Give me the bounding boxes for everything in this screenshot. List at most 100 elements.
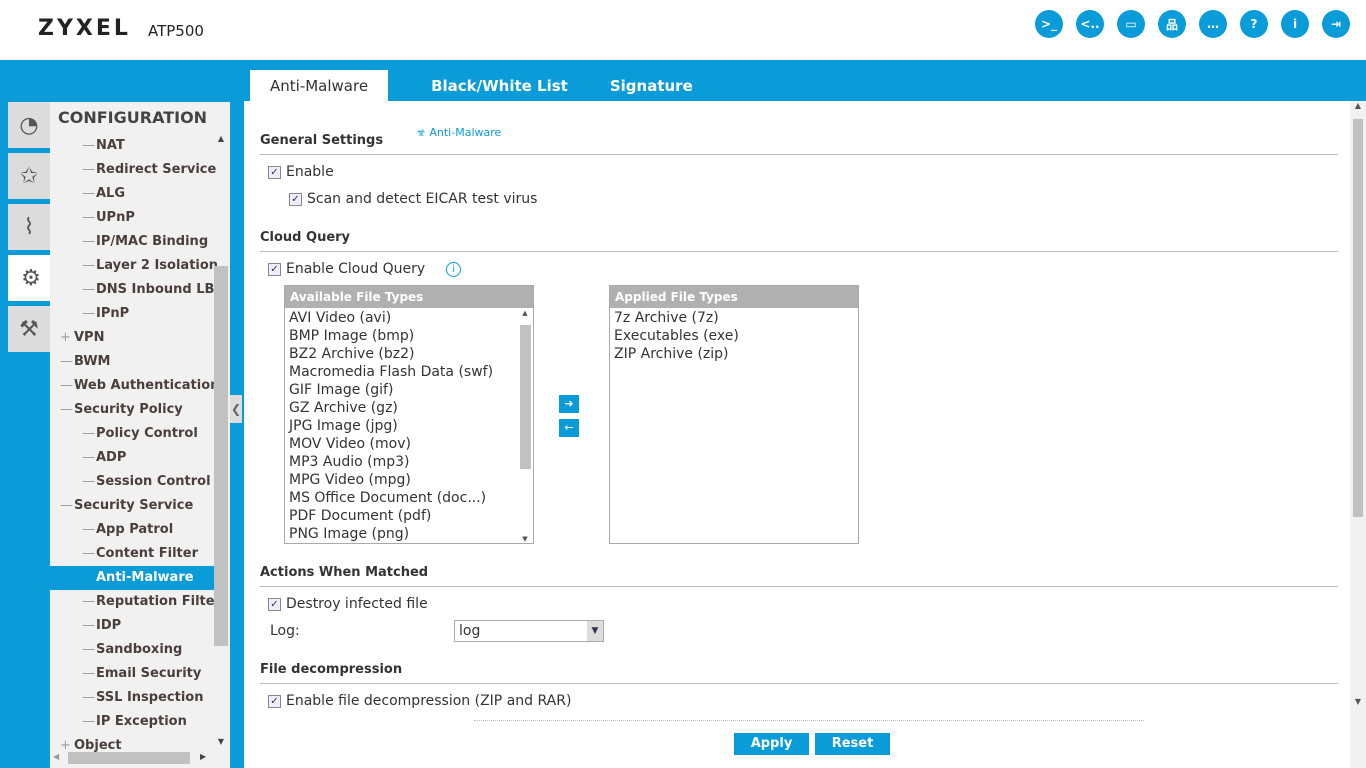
scroll-down-icon[interactable]: ▼: [522, 535, 528, 543]
content-scrollbar[interactable]: ▲ ▼: [1350, 101, 1366, 768]
collapse-nav-button[interactable]: ❮: [230, 395, 242, 423]
nav-item-layer-2-isolation[interactable]: —Layer 2 Isolation: [50, 254, 218, 278]
scroll-down-icon[interactable]: ▼: [217, 737, 225, 746]
list-item[interactable]: JPG Image (jpg): [289, 418, 398, 434]
applied-file-types-list[interactable]: Applied File Types 7z Archive (7z) Execut…: [609, 285, 859, 544]
list-item[interactable]: PDF Document (pdf): [289, 508, 432, 524]
maintenance-icon[interactable]: ⚒: [8, 306, 50, 352]
log-select[interactable]: log ▼: [454, 620, 604, 642]
collapse-icon[interactable]: —: [82, 666, 95, 681]
list-item[interactable]: 7z Archive (7z): [614, 310, 719, 326]
monitor-icon[interactable]: ⌇: [8, 204, 50, 250]
collapse-icon[interactable]: —: [82, 450, 95, 465]
collapse-icon[interactable]: —: [82, 618, 95, 633]
list-item[interactable]: MPG Video (mpg): [289, 472, 411, 488]
nav-item-security-policy[interactable]: —Security Policy: [50, 398, 214, 422]
scroll-up-icon[interactable]: ▲: [522, 309, 528, 317]
nav-item-idp[interactable]: —IDP: [50, 614, 214, 638]
nav-scroll-thumb[interactable]: [214, 266, 228, 646]
collapse-icon[interactable]: —: [82, 426, 95, 441]
list-item[interactable]: GZ Archive (gz): [289, 400, 398, 416]
nav-vertical-scrollbar[interactable]: ▲ ▼: [214, 134, 228, 746]
help-icon[interactable]: ?: [1240, 10, 1268, 38]
nav-item-adp[interactable]: —ADP: [50, 446, 214, 470]
console-icon[interactable]: >_: [1035, 10, 1063, 38]
list-item[interactable]: BZ2 Archive (bz2): [289, 346, 415, 362]
add-file-type-button[interactable]: ➜: [559, 395, 579, 413]
scroll-up-icon[interactable]: ▲: [1354, 101, 1362, 110]
configuration-icon[interactable]: ⚙: [8, 255, 54, 301]
expand-icon[interactable]: +: [60, 738, 71, 753]
collapse-icon[interactable]: —: [82, 306, 95, 321]
nav-item-security-service[interactable]: —Security Service: [50, 494, 214, 518]
tab-anti-malware[interactable]: Anti-Malware: [250, 70, 389, 102]
nav-item-nat[interactable]: —NAT: [50, 134, 214, 158]
list-scroll-thumb[interactable]: [520, 325, 531, 469]
nav-item-anti-malware[interactable]: —Anti-Malware: [50, 566, 214, 590]
nav-item-ipnp[interactable]: —IPnP: [50, 302, 214, 326]
list-item[interactable]: MP3 Audio (mp3): [289, 454, 410, 470]
list-item[interactable]: AVI Video (avi): [289, 310, 392, 326]
nav-item-ip-exception[interactable]: —IP Exception: [50, 710, 214, 734]
anti-malware-link[interactable]: ☣ Anti-Malware: [416, 126, 501, 139]
tab-signature[interactable]: Signature: [609, 77, 693, 95]
collapse-icon[interactable]: —: [82, 690, 95, 705]
nav-item-email-security[interactable]: —Email Security: [50, 662, 214, 686]
network-icon[interactable]: 品: [1158, 10, 1186, 38]
nav-item-upnp[interactable]: —UPnP: [50, 206, 214, 230]
collapse-icon[interactable]: —: [60, 498, 73, 513]
collapse-icon[interactable]: —: [82, 714, 95, 729]
dashboard-icon[interactable]: ◔: [8, 102, 50, 148]
list-item[interactable]: ZIP Archive (zip): [614, 346, 729, 362]
nav-item-redirect-service[interactable]: —Redirect Service: [50, 158, 216, 182]
nav-item-ip-mac-binding[interactable]: —IP/MAC Binding: [50, 230, 214, 254]
collapse-icon[interactable]: —: [60, 354, 73, 369]
nav-item-session-control[interactable]: —Session Control: [50, 470, 214, 494]
remove-file-type-button[interactable]: ←: [559, 419, 579, 437]
collapse-icon[interactable]: —: [82, 570, 95, 585]
list-item[interactable]: MOV Video (mov): [289, 436, 411, 452]
nav-hscroll-thumb[interactable]: [68, 752, 190, 764]
collapse-icon[interactable]: —: [82, 210, 95, 225]
nav-item-object[interactable]: + Object: [50, 734, 214, 758]
scroll-left-icon[interactable]: ◀: [53, 752, 60, 761]
wizard-icon[interactable]: ✩: [8, 153, 50, 199]
scroll-down-icon[interactable]: ▼: [1354, 697, 1362, 706]
nav-item-policy-control[interactable]: —Policy Control: [50, 422, 214, 446]
cli-icon[interactable]: <..: [1076, 10, 1104, 38]
collapse-icon[interactable]: —: [82, 138, 95, 153]
collapse-icon[interactable]: —: [82, 594, 95, 609]
nav-item-vpn[interactable]: + VPN: [50, 326, 214, 350]
nav-item-ssl-inspection[interactable]: —SSL Inspection: [50, 686, 214, 710]
nav-item-bwm[interactable]: —BWM: [50, 350, 214, 374]
destroy-infected-file-checkbox[interactable]: ✓ Destroy infected file: [268, 596, 428, 612]
collapse-icon[interactable]: —: [82, 642, 95, 657]
nav-item-web-authentication[interactable]: —Web Authentication: [50, 374, 219, 398]
nav-item-app-patrol[interactable]: —App Patrol: [50, 518, 214, 542]
info-icon[interactable]: i: [446, 261, 462, 277]
nav-item-alg[interactable]: —ALG: [50, 182, 214, 206]
nav-item-reputation-filter[interactable]: —Reputation Filter: [50, 590, 221, 614]
eicar-checkbox[interactable]: ✓ Scan and detect EICAR test virus: [289, 191, 537, 207]
list-item[interactable]: PNG Image (png): [289, 526, 410, 542]
windows-icon[interactable]: ▭: [1117, 10, 1145, 38]
collapse-icon[interactable]: —: [60, 378, 73, 393]
collapse-icon[interactable]: —: [82, 234, 95, 249]
nav-item-dns-inbound-lb[interactable]: —DNS Inbound LB: [50, 278, 214, 302]
enable-cloud-query-checkbox[interactable]: ✓ Enable Cloud Query i: [268, 261, 462, 277]
nav-horizontal-scrollbar[interactable]: ◀ ▶: [50, 750, 214, 766]
expand-icon[interactable]: +: [60, 330, 71, 345]
available-file-types-list[interactable]: Available File Types AVI Video (avi) BMP …: [284, 285, 534, 544]
nav-item-content-filter[interactable]: —Content Filter: [50, 542, 214, 566]
logout-icon[interactable]: ⇥: [1322, 10, 1350, 38]
tab-black-white-list[interactable]: Black/White List: [431, 77, 568, 95]
content-scroll-thumb[interactable]: [1353, 119, 1363, 517]
list-item[interactable]: GIF Image (gif): [289, 382, 394, 398]
info-icon[interactable]: i: [1281, 10, 1309, 38]
scroll-up-icon[interactable]: ▲: [217, 134, 225, 143]
list-item[interactable]: Executables (exe): [614, 328, 739, 344]
list-item[interactable]: Macromedia Flash Data (swf): [289, 364, 494, 380]
scroll-right-icon[interactable]: ▶: [200, 752, 207, 761]
collapse-icon[interactable]: —: [60, 402, 73, 417]
collapse-icon[interactable]: —: [82, 282, 95, 297]
